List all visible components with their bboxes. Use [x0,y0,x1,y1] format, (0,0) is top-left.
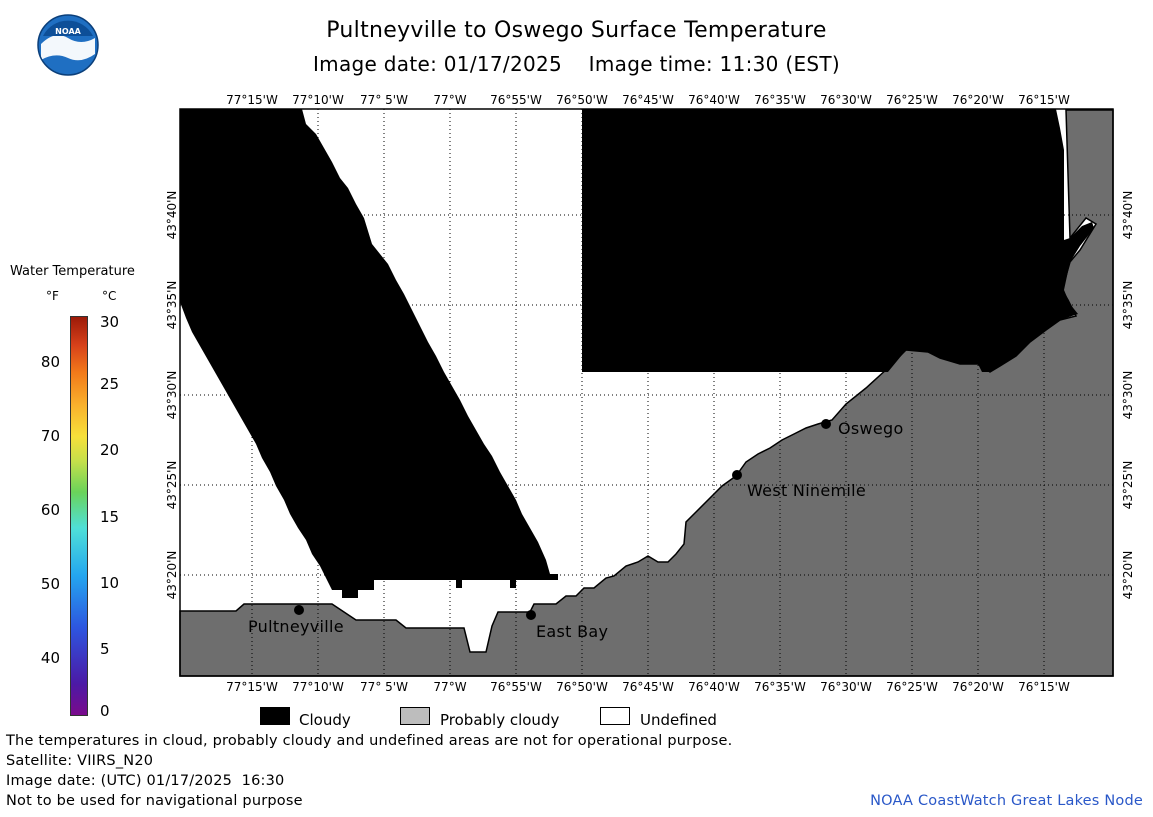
c-tick: 0 [100,702,110,720]
place-west-ninemile: West Ninemile [732,470,866,500]
longitude-label: 76°30'W [820,93,872,107]
longitude-label: 77° 5'W [360,93,408,107]
legend-swatch-cloudy [260,707,290,725]
longitude-label: 76°20'W [952,680,1004,694]
c-tick: 20 [100,441,120,459]
place-marker [294,605,304,615]
longitude-label: 76°50'W [556,93,608,107]
longitude-label: 76°15'W [1018,93,1070,107]
map-frame [179,108,1114,677]
latitude-label: 43°25'N [1121,461,1135,510]
longitude-label: 76°55'W [490,93,542,107]
logo-text: NOAA [55,27,81,36]
longitude-label: 76°50'W [556,680,608,694]
legend-swatch-probably-cloudy [400,707,430,725]
place-marker [821,419,831,429]
c-tick: 10 [100,574,120,592]
latitude-label: 43°20'N [1121,551,1135,600]
c-tick: 25 [100,375,120,393]
longitude-label: 76°15'W [1018,680,1070,694]
latitude-label: 43°40'N [165,191,179,240]
latitude-labels-right: 43°40'N 43°35'N 43°30'N 43°25'N 43°20'N [1121,191,1135,600]
noaa-logo: NOAA [37,14,99,76]
longitude-label: 76°25'W [886,93,938,107]
nav-warning: Not to be used for navigational purpose [6,793,303,809]
longitude-label: 76°40'W [688,680,740,694]
longitude-label: 76°20'W [952,93,1004,107]
longitude-labels-top: 77°15'W 77°10'W 77° 5'W 77°W 76°55'W 76°50'W 7… [226,93,1070,107]
longitude-label: 76°45'W [622,93,674,107]
longitude-label: 76°30'W [820,680,872,694]
cloudy-area-west [180,109,558,598]
longitude-label: 76°55'W [490,680,542,694]
longitude-label: 76°25'W [886,680,938,694]
c-tick: 30 [100,313,120,331]
legend-title: Water Temperature [10,264,135,279]
disclaimer-note: The temperatures in cloud, probably clou… [6,733,733,749]
f-tick: 70 [40,427,60,445]
place-marker [526,610,536,620]
latitude-label: 43°25'N [165,461,179,510]
longitude-label: 77°15'W [226,680,278,694]
latitude-labels-left: 43°40'N 43°35'N 43°30'N 43°25'N 43°20'N [165,191,179,600]
unit-celsius: °C [102,289,117,303]
legend-label-probably-cloudy: Probably cloudy [440,711,560,729]
longitude-label: 76°35'W [754,93,806,107]
longitude-label: 77°10'W [292,93,344,107]
longitude-label: 77°10'W [292,680,344,694]
credit-link[interactable]: NOAA CoastWatch Great Lakes Node [870,793,1143,809]
longitude-label: 77° 5'W [360,680,408,694]
satellite-info: Satellite: VIIRS_N20 [6,753,154,769]
legend-label-cloudy: Cloudy [299,711,351,729]
longitude-labels-bottom: 77°15'W 77°10'W 77° 5'W 77°W 76°55'W 76°50'W 7… [226,680,1070,694]
longitude-label: 76°45'W [622,680,674,694]
f-tick: 50 [40,575,60,593]
utc-date: Image date: (UTC) 01/17/2025 16:30 [6,773,285,789]
place-label-oswego: Oswego [838,419,904,438]
longitude-label: 77°W [433,93,466,107]
f-tick: 60 [40,501,60,519]
longitude-label: 76°40'W [688,93,740,107]
latitude-label: 43°35'N [165,281,179,330]
legend-swatch-undefined [600,707,630,725]
c-tick: 5 [100,640,110,658]
latitude-label: 43°30'N [165,371,179,420]
place-label-east-bay: East Bay [536,622,608,641]
graticule [180,109,1113,676]
longitude-label: 77°W [433,680,466,694]
longitude-label: 77°15'W [226,93,278,107]
c-tick: 15 [100,508,120,526]
latitude-label: 43°30'N [1121,371,1135,420]
f-tick: 40 [40,649,60,667]
unit-fahrenheit: °F [46,289,59,303]
f-tick: 80 [40,353,60,371]
cloudy-area-east [582,109,1094,372]
latitude-label: 43°40'N [1121,191,1135,240]
legend-label-undefined: Undefined [640,711,717,729]
place-label-west-ninemile: West Ninemile [747,481,866,500]
place-east-bay: East Bay [526,610,608,641]
place-label-pultneyville: Pultneyville [248,617,344,636]
page-title: Pultneyville to Oswego Surface Temperatu… [326,18,827,43]
latitude-label: 43°35'N [1121,281,1135,330]
place-pultneyville: Pultneyville [248,605,344,636]
image-date-time: Image date: 01/17/2025 Image time: 11:30… [312,52,840,76]
temperature-color-bar [70,316,88,716]
longitude-label: 76°35'W [754,680,806,694]
latitude-label: 43°20'N [165,551,179,600]
place-oswego: Oswego [821,419,904,438]
place-marker [732,470,742,480]
